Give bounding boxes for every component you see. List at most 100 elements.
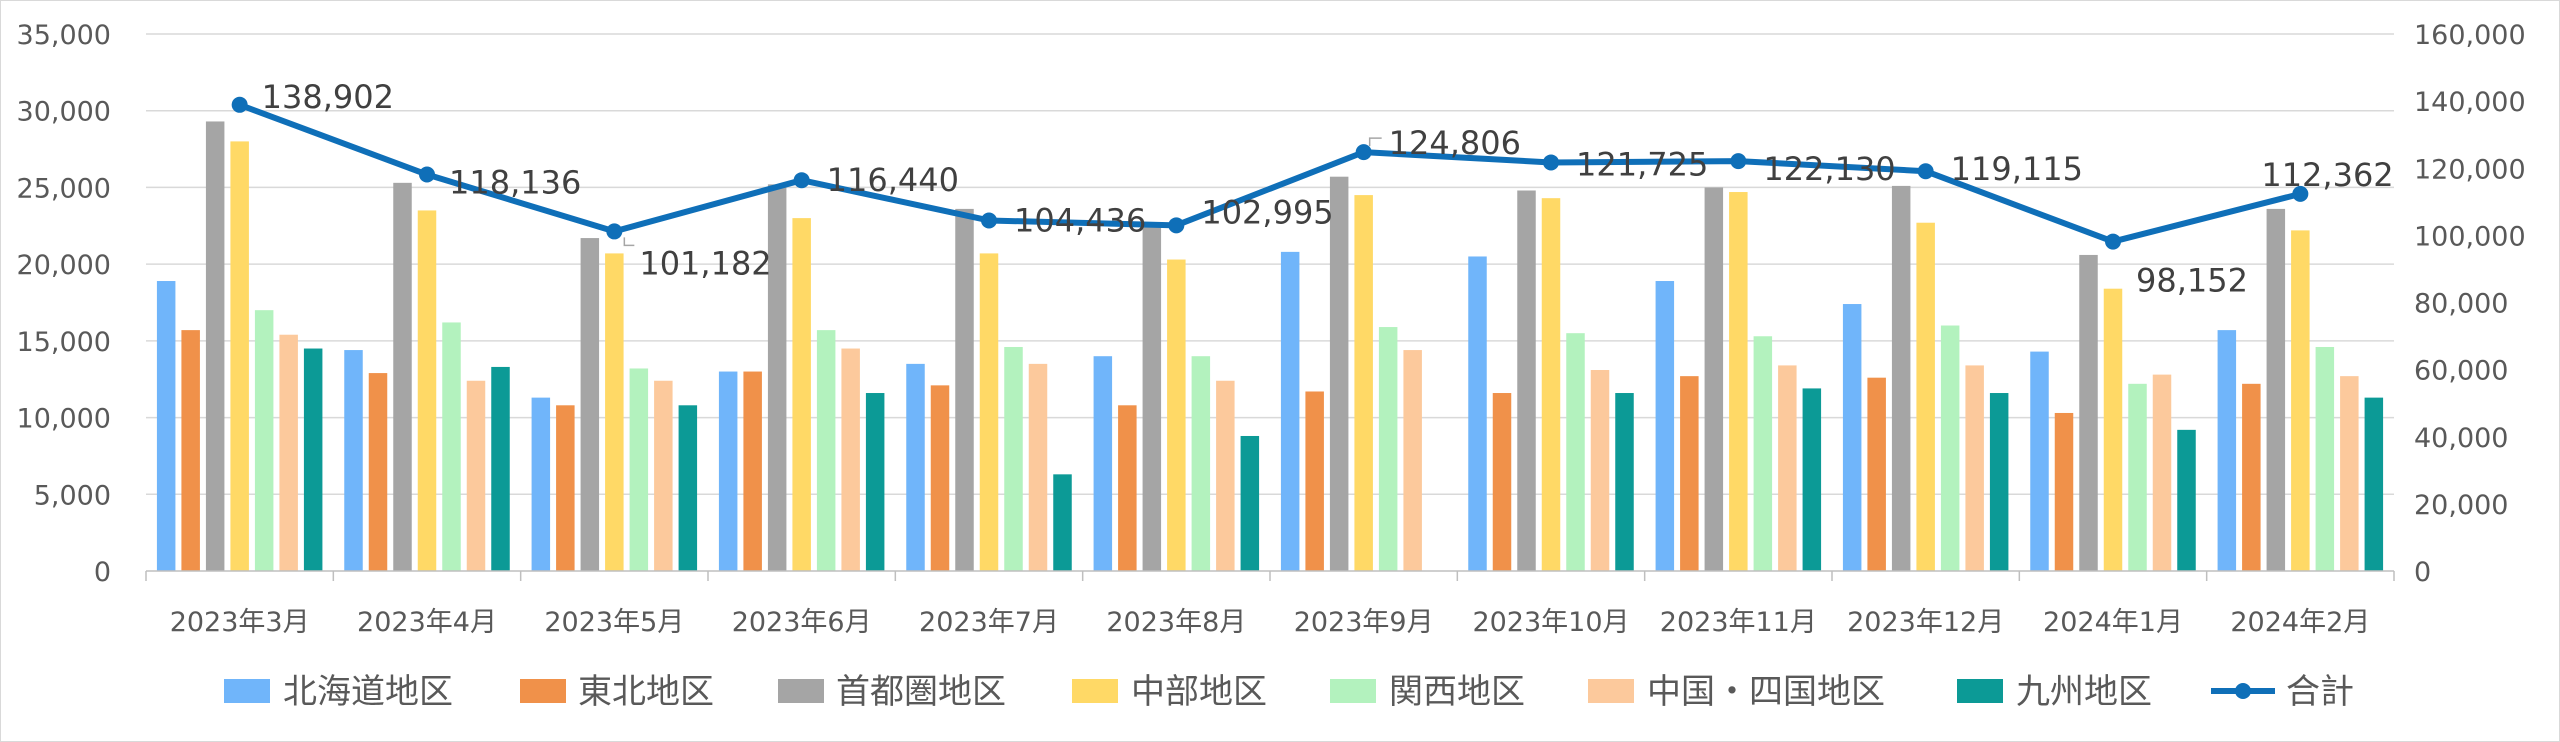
- bar: [344, 350, 363, 571]
- total-data-label: 104,436: [1014, 201, 1146, 239]
- category-label: 2023年4月: [357, 607, 497, 638]
- bar: [1965, 365, 1984, 571]
- legend-swatch: [224, 679, 270, 703]
- bar: [2103, 288, 2123, 571]
- total-point: [231, 96, 248, 113]
- legend-marker: [2235, 683, 2251, 699]
- category-label: 2023年9月: [1294, 607, 1434, 638]
- total-data-label: 112,362: [2261, 156, 2393, 194]
- total-data-label: 118,136: [449, 164, 581, 202]
- left-tick-label: 20,000: [17, 250, 111, 281]
- category-label: 2024年2月: [2230, 607, 2370, 638]
- total-point: [1543, 154, 1559, 171]
- bar: [1167, 259, 1186, 571]
- bar: [1655, 281, 1675, 571]
- bar: [1916, 222, 1935, 571]
- total-data-label: 124,806: [1389, 124, 1521, 162]
- total-point: [1730, 153, 1747, 170]
- bar: [2217, 330, 2237, 571]
- bar: [230, 141, 249, 571]
- bar: [1729, 192, 1748, 571]
- bar: [2152, 374, 2172, 571]
- total-point: [1355, 144, 1372, 161]
- bar: [368, 373, 388, 571]
- total-point: [981, 212, 997, 229]
- left-tick-label: 30,000: [17, 97, 111, 128]
- bar: [767, 184, 787, 572]
- bar: [1517, 190, 1536, 572]
- left-tick-label: 25,000: [17, 173, 111, 204]
- right-axis-ticks: 0 20,000 40,000 60,000 80,000 100,000 120,000 1…: [2414, 20, 2526, 588]
- left-tick-label: 10,000: [17, 404, 111, 435]
- bar: [1093, 356, 1113, 571]
- legend-label: 北海道地区: [283, 672, 453, 712]
- bar: [1403, 350, 1422, 571]
- bar: [955, 208, 974, 571]
- bar: [2128, 383, 2147, 571]
- bar: [205, 121, 225, 571]
- bar: [279, 334, 298, 571]
- label-leader: [623, 237, 635, 247]
- right-tick-label: 140,000: [2414, 87, 2526, 118]
- bar: [816, 330, 836, 571]
- bar: [2364, 397, 2384, 571]
- left-tick-label: 35,000: [17, 20, 111, 51]
- bar: [156, 281, 176, 571]
- bar: [1305, 391, 1324, 571]
- legend-label: 九州地区: [2016, 672, 2152, 712]
- right-tick-label: 120,000: [2414, 154, 2526, 185]
- bar: [466, 380, 486, 571]
- legend-swatch: [520, 679, 566, 703]
- bar: [1240, 435, 1260, 571]
- total-point: [606, 223, 623, 240]
- category-label: 2023年8月: [1106, 607, 1246, 638]
- bar: [1378, 327, 1398, 571]
- legend-label: 東北地区: [578, 672, 714, 712]
- total-point: [2292, 185, 2309, 202]
- total-data-label: 101,182: [639, 244, 771, 282]
- bar: [2030, 351, 2049, 571]
- label-leader: [1368, 137, 1382, 147]
- bar: [2315, 346, 2335, 571]
- legend-label: 中国・四国地区: [1647, 672, 1885, 712]
- bar: [743, 371, 762, 571]
- bar: [1680, 376, 1699, 571]
- bar: [930, 385, 950, 571]
- right-tick-label: 80,000: [2414, 289, 2508, 320]
- bar: [1004, 346, 1023, 571]
- total-point: [1917, 163, 1934, 180]
- bar: [906, 363, 925, 571]
- bar: [580, 238, 600, 571]
- bar: [1940, 325, 1960, 571]
- bar: [1753, 336, 1773, 571]
- bar: [1566, 333, 1585, 571]
- total-data-label: 119,115: [1951, 150, 2083, 188]
- bar: [1778, 365, 1797, 571]
- bar: [1280, 251, 1300, 571]
- total-data-label: 98,152: [2136, 262, 2248, 300]
- total-line-series: 138,902 118,136 101,182 116,440 104,436 102,9…: [231, 78, 2394, 300]
- right-tick-label: 160,000: [2414, 20, 2526, 51]
- total-line: [238, 101, 2302, 245]
- right-tick-label: 40,000: [2414, 423, 2508, 454]
- legend-label: 首都圏地区: [836, 672, 1006, 712]
- bar: [303, 348, 323, 571]
- bar: [865, 393, 885, 571]
- bar: [629, 368, 649, 571]
- bar: [1842, 304, 1862, 571]
- bar: [393, 182, 412, 571]
- legend-swatch: [1330, 679, 1376, 703]
- bar: [2266, 208, 2286, 571]
- category-label: 2023年11月: [1660, 607, 1817, 638]
- legend-swatch: [1588, 679, 1634, 703]
- bar: [1492, 393, 1512, 571]
- category-label: 2023年12月: [1847, 607, 2004, 638]
- legend-swatch: [1957, 679, 2003, 703]
- legend-label: 合計: [2286, 672, 2354, 712]
- total-point: [2105, 233, 2121, 250]
- total-data-label: 121,725: [1576, 145, 1708, 183]
- bar: [1354, 195, 1373, 571]
- legend-label: 中部地区: [1131, 672, 1267, 712]
- bar: [2079, 254, 2098, 572]
- bar: [979, 253, 999, 571]
